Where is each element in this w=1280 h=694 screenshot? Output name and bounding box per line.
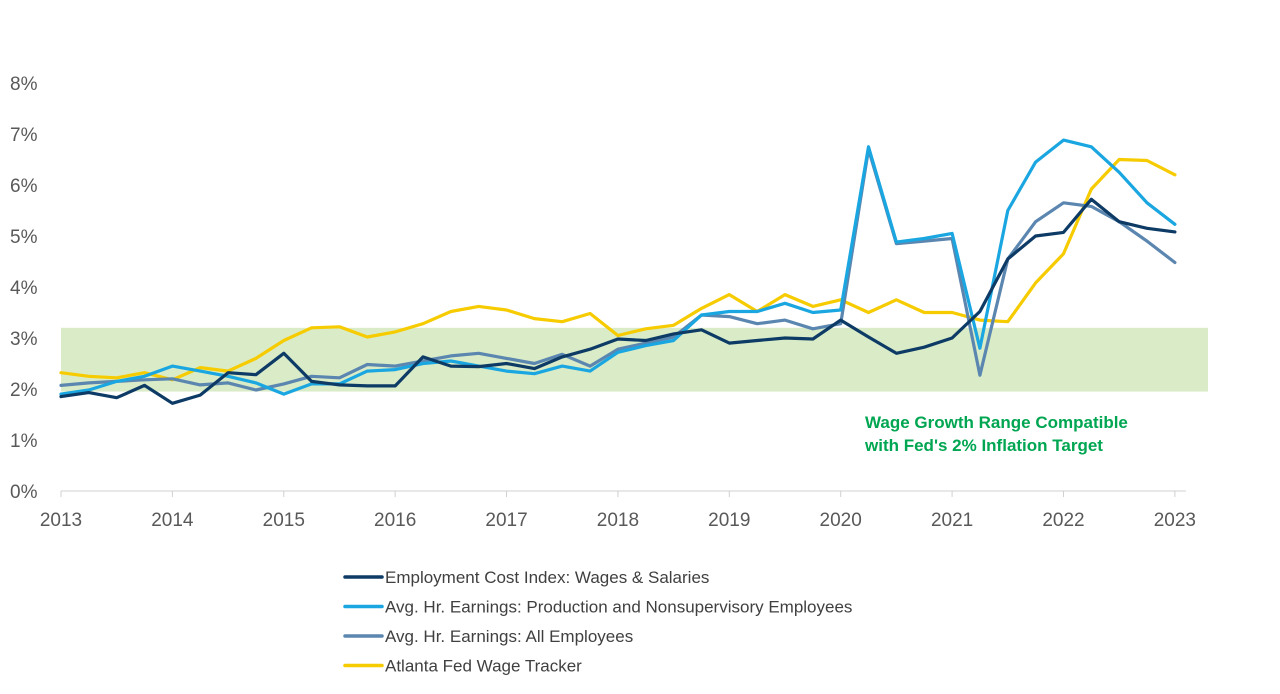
x-tick-label: 2022: [1042, 510, 1084, 531]
legend-label-2: Avg. Hr. Earnings: Production and Nonsup…: [385, 598, 852, 617]
x-tick-label: 2016: [374, 510, 416, 531]
legend-label-4: Atlanta Fed Wage Tracker: [385, 657, 582, 676]
x-tick-label: 2023: [1154, 510, 1196, 531]
x-tick-label: 2021: [931, 510, 973, 531]
series-line-1: [59, 197, 1177, 405]
x-tick-label: 2019: [708, 510, 750, 531]
x-tick-label: 2020: [820, 510, 862, 531]
y-axis: 0% 1% 2% 3% 4% 5% 6% 7% 8%: [10, 74, 38, 503]
legend: Employment Cost Index: Wages & Salaries A…: [343, 568, 852, 676]
y-tick-label: 3%: [10, 329, 38, 350]
x-tick-label: 2017: [485, 510, 527, 531]
legend-label-1: Employment Cost Index: Wages & Salaries: [385, 568, 709, 587]
x-tick-label: 2014: [151, 510, 194, 531]
series-lines: [59, 138, 1177, 405]
x-tick-label: 2018: [597, 510, 639, 531]
y-tick-label: 1%: [10, 431, 38, 452]
x-tick-label: 2015: [263, 510, 305, 531]
y-tick-label: 5%: [10, 227, 38, 248]
series-line-2: [59, 138, 1177, 396]
y-tick-label: 4%: [10, 278, 38, 299]
band-annotation: Wage Growth Range Compatible with Fed's …: [864, 413, 1128, 455]
x-tick-label: 2013: [40, 510, 82, 531]
y-tick-label: 2%: [10, 380, 38, 401]
legend-label-3: Avg. Hr. Earnings: All Employees: [385, 627, 633, 646]
y-tick-label: 6%: [10, 176, 38, 197]
band-label-line-2: with Fed's 2% Inflation Target: [864, 436, 1103, 455]
y-tick-label: 7%: [10, 125, 38, 146]
x-axis: 2013 2014 2015 2016 2017 2018 2019 2020 2021 2022…: [40, 490, 1196, 531]
y-tick-label: 0%: [10, 482, 38, 503]
y-tick-label: 8%: [10, 74, 38, 95]
target-range-band: [61, 327, 1208, 392]
series-line-4: [59, 157, 1177, 382]
band-label-line-1: Wage Growth Range Compatible: [865, 413, 1128, 432]
series-line-3: [59, 147, 1177, 392]
target-band-rect: [61, 327, 1208, 392]
